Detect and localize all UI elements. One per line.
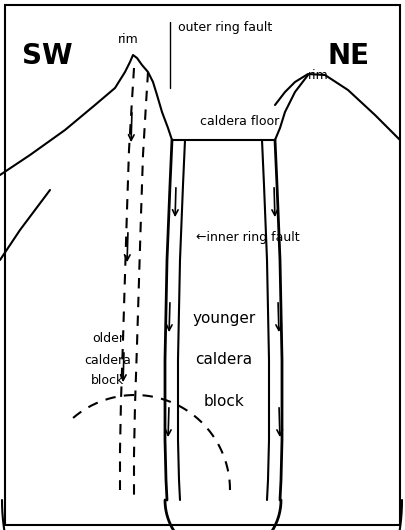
Text: younger

caldera

block: younger caldera block	[192, 311, 256, 410]
Text: older
caldera
block: older caldera block	[85, 332, 132, 387]
Text: outer ring fault: outer ring fault	[178, 22, 272, 34]
Text: ←inner ring fault: ←inner ring fault	[196, 232, 300, 244]
Text: rim: rim	[117, 33, 139, 46]
Text: caldera floor: caldera floor	[200, 115, 279, 128]
Text: rim: rim	[308, 69, 329, 82]
Text: NE: NE	[328, 42, 370, 70]
Text: SW: SW	[22, 42, 72, 70]
